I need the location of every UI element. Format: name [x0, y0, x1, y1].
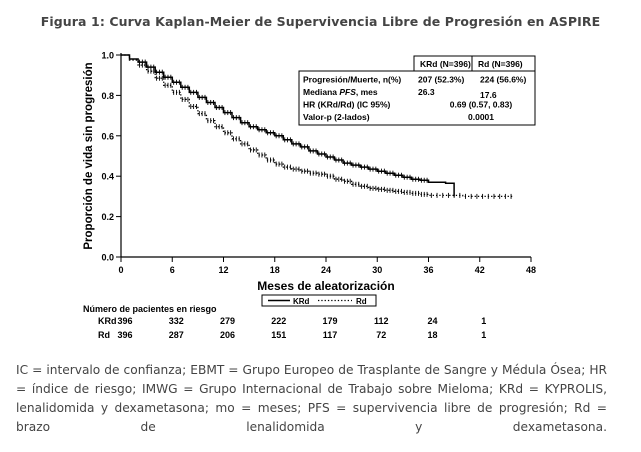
risk-count: 112: [374, 316, 389, 326]
stats-row-label: Valor-p (2-lados): [303, 112, 370, 122]
risk-count: 396: [117, 316, 132, 326]
x-tick-label: 30: [372, 265, 382, 275]
x-tick-label: 6: [170, 265, 175, 275]
figure-title: Figura 1: Curva Kaplan-Meier de Superviv…: [40, 14, 601, 29]
y-tick-label: 0.6: [101, 131, 114, 141]
stats-col-header-rd: Rd (N=396): [478, 59, 523, 69]
y-tick-label: 0.8: [101, 91, 114, 101]
risk-count: 287: [169, 330, 184, 340]
censor-marks-krd: [139, 59, 428, 183]
risk-count: 1: [481, 316, 486, 326]
stats-value-krd: 26.3: [418, 87, 435, 97]
risk-count: 117: [323, 330, 338, 340]
stats-table-header-box: [413, 55, 536, 72]
risk-row-label: KRd: [98, 316, 117, 326]
risk-count: 206: [220, 330, 235, 340]
series-line-krd: [121, 54, 455, 197]
stats-row-label: Mediana PFS, mes: [303, 87, 378, 97]
survival-curves: [121, 54, 514, 199]
stats-table: KRd (N=396) Rd (N=396) Progresión/Muerte, …: [298, 55, 536, 126]
axes: 0 6 12 18 24 30 36 42 48 0.0 0.2 0.4 0.6 0.8 1.0 Meses …: [83, 51, 536, 294]
stats-value-krd: 207 (52.3%): [418, 75, 464, 85]
risk-count: 222: [271, 316, 286, 326]
x-tick-label: 18: [270, 265, 280, 275]
risk-count: 179: [322, 316, 337, 326]
risk-count: 1: [481, 330, 486, 340]
censor-marks-rd: [139, 62, 512, 199]
stats-table-box: [298, 70, 536, 126]
y-tick-label: 0.0: [101, 253, 114, 263]
kaplan-meier-chart: 0 6 12 18 24 30 36 42 48 0.0 0.2 0.4 0.6 0.8 1.0 Meses …: [83, 51, 536, 341]
risk-table-title: Número de pacientes en riesgo: [83, 304, 217, 314]
risk-count: 396: [117, 330, 132, 340]
risk-row-label: Rd: [98, 330, 110, 340]
x-tick-label: 48: [526, 265, 536, 275]
x-tick-label: 12: [218, 265, 228, 275]
stats-value-rd: 224 (56.6%): [480, 75, 526, 85]
y-axis-label: Proporción de vida sin progresión: [83, 62, 95, 249]
stats-combined-value: 0.0001: [468, 112, 494, 122]
legend-label-krd: KRd: [293, 297, 310, 306]
stats-label-part: PFS: [339, 87, 356, 97]
figure-caption: IC = intervalo de confianza; EBMT = Grup…: [16, 363, 607, 434]
stats-label-part: , mes: [356, 87, 378, 97]
x-axis-label: Meses de aleatorización: [257, 279, 394, 293]
risk-count: 24: [427, 316, 437, 326]
risk-count: 332: [169, 316, 184, 326]
stats-col-header-krd: KRd (N=396): [420, 59, 471, 69]
y-tick-label: 1.0: [101, 51, 114, 61]
stats-row-label: Progresión/Muerte, n(%): [303, 75, 401, 85]
legend-label-rd: Rd: [356, 297, 367, 306]
stats-combined-value: 0.69 (0.57, 0.83): [450, 100, 513, 110]
y-tick-label: 0.2: [101, 212, 114, 222]
x-tick-label: 24: [321, 265, 331, 275]
y-tick-label: 0.4: [101, 172, 114, 182]
risk-count: 18: [427, 330, 437, 340]
x-tick-label: 42: [475, 265, 485, 275]
x-tick-label: 36: [423, 265, 433, 275]
x-tick-label: 0: [118, 265, 123, 275]
risk-count: 72: [376, 330, 386, 340]
stats-label-part: Mediana: [303, 87, 339, 97]
risk-count: 279: [220, 316, 235, 326]
stats-value-rd: 17.6: [480, 90, 497, 100]
stats-row-label: HR (KRd/Rd) (IC 95%): [303, 100, 391, 110]
risk-count: 151: [271, 330, 286, 340]
